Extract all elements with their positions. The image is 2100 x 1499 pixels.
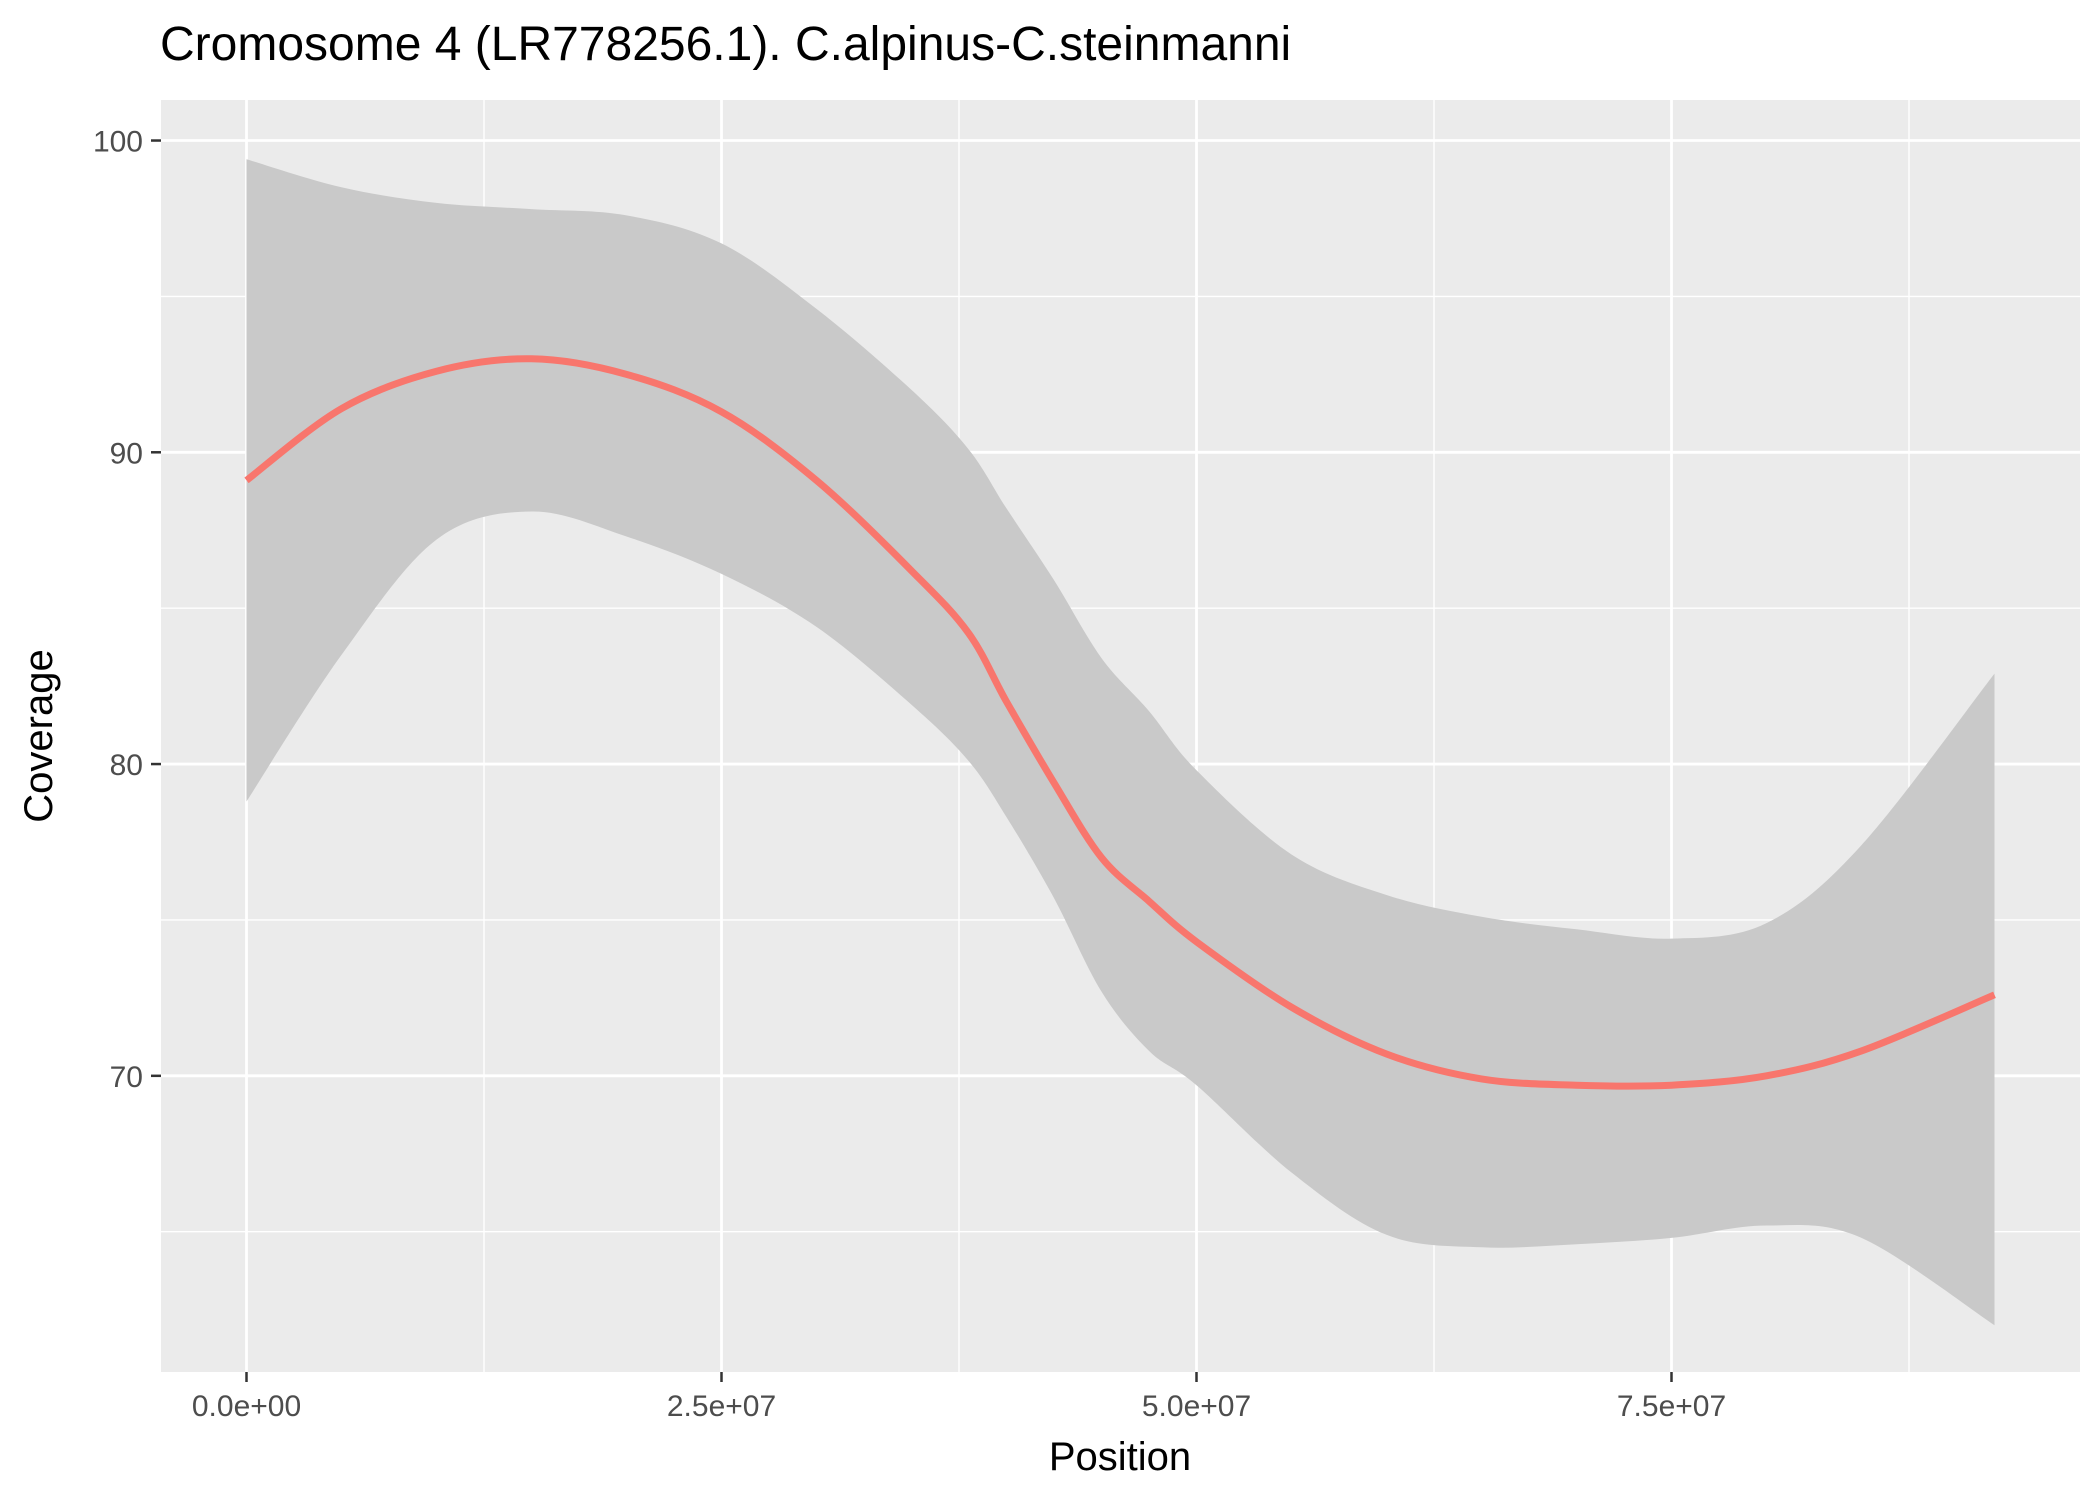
smooth-line (244, 355, 1996, 1090)
y-axis-title: Coverage (17, 649, 61, 822)
x-tick-label: 7.5e+07 (1617, 1390, 1726, 1423)
y-tick-label: 70 (110, 1061, 143, 1094)
y-tick-label: 90 (110, 437, 143, 470)
x-tick-label: 5.0e+07 (1142, 1390, 1251, 1423)
y-tick-label: 80 (110, 749, 143, 782)
confidence-ribbon (246, 159, 1995, 1326)
x-tick-label: 0.0e+00 (192, 1390, 301, 1423)
chart-title: Cromosome 4 (LR778256.1). C.alpinus-C.st… (160, 18, 1291, 71)
x-axis: 0.0e+00 2.5e+07 5.0e+07 7.5e+07 (192, 1372, 1726, 1423)
x-tick-label: 2.5e+07 (667, 1390, 776, 1423)
y-axis: 70 80 90 100 (93, 126, 161, 1094)
y-tick-label: 100 (93, 126, 143, 159)
x-axis-title: Position (1049, 1435, 1191, 1479)
